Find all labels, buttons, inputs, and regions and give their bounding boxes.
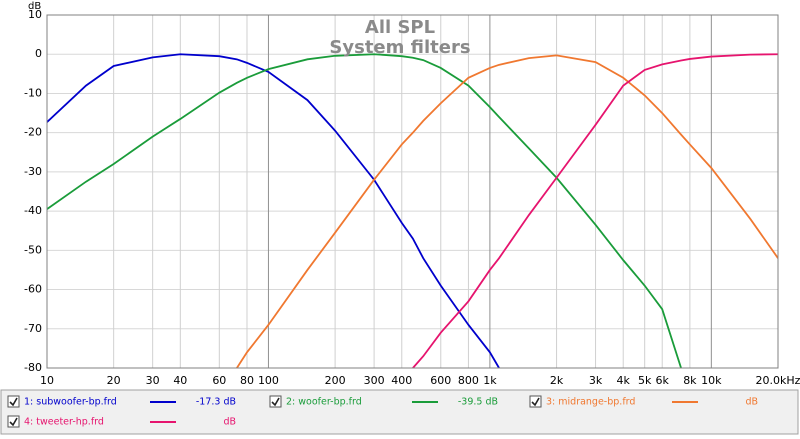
x-tick-label: 6k — [656, 374, 670, 387]
x-tick-label: 300 — [364, 374, 385, 387]
x-tick-label: 3k — [589, 374, 603, 387]
y-tick-label: -30 — [24, 165, 42, 178]
legend-label: 4: tweeter-hp.frd — [24, 417, 104, 428]
y-tick-label: -80 — [24, 361, 42, 374]
x-tick-label: 60 — [212, 374, 226, 387]
y-tick-label: -40 — [24, 204, 42, 217]
x-tick-label: 1k — [483, 374, 497, 387]
x-tick-label: 200 — [325, 374, 346, 387]
legend-readout: dB — [745, 397, 758, 408]
series-line — [236, 54, 778, 368]
legend-checkbox[interactable] — [529, 395, 542, 408]
checkmark — [271, 397, 280, 407]
y-tick-label: -20 — [24, 126, 42, 139]
x-tick-label: 40 — [173, 374, 187, 387]
x-tick-label: 5k — [638, 374, 652, 387]
legend-checkbox[interactable] — [269, 395, 282, 408]
y-tick-label: 0 — [35, 47, 42, 60]
series-line — [47, 53, 500, 368]
x-tick-label: 600 — [430, 374, 451, 387]
y-axis-label: dB — [28, 1, 41, 12]
legend-checkbox[interactable] — [7, 415, 20, 428]
y-tick-label: -70 — [24, 322, 42, 335]
chart-title: All SPL — [365, 17, 435, 38]
y-tick-label: -10 — [24, 86, 42, 99]
series-line — [47, 53, 682, 368]
x-tick-label: 800 — [458, 374, 479, 387]
x-tick-label: 20.0kHz — [756, 374, 800, 387]
checkmark — [531, 397, 540, 407]
legend-readout: -17.3 dB — [196, 397, 236, 408]
chart-subtitle: System filters — [329, 37, 470, 58]
checkmark — [9, 417, 18, 427]
x-tick-label: 20 — [107, 374, 121, 387]
x-tick-label: 4k — [617, 374, 631, 387]
x-tick-label: 400 — [391, 374, 412, 387]
legend-label: 1: subwoofer-bp.frd — [24, 397, 117, 408]
x-tick-label: 10 — [40, 374, 54, 387]
legend-panel — [0, 389, 799, 435]
legend-label: 3: midrange-bp.frd — [546, 397, 635, 408]
series-line — [412, 53, 778, 368]
legend-readout: dB — [223, 417, 236, 428]
x-tick-label: 2k — [550, 374, 564, 387]
legend-checkbox[interactable] — [7, 395, 20, 408]
plot-frame — [46, 14, 779, 369]
legend-label: 2: woofer-bp.frd — [286, 397, 362, 408]
x-tick-label: 100 — [258, 374, 279, 387]
y-tick-label: -60 — [24, 283, 42, 296]
x-tick-label: 8k — [683, 374, 697, 387]
legend-readout: -39.5 dB — [458, 397, 498, 408]
y-tick-label: -50 — [24, 243, 42, 256]
x-tick-label: 10k — [701, 374, 722, 387]
x-tick-label: 80 — [240, 374, 254, 387]
x-tick-label: 30 — [146, 374, 160, 387]
y-tick-label: 10 — [28, 8, 42, 21]
checkmark — [9, 397, 18, 407]
